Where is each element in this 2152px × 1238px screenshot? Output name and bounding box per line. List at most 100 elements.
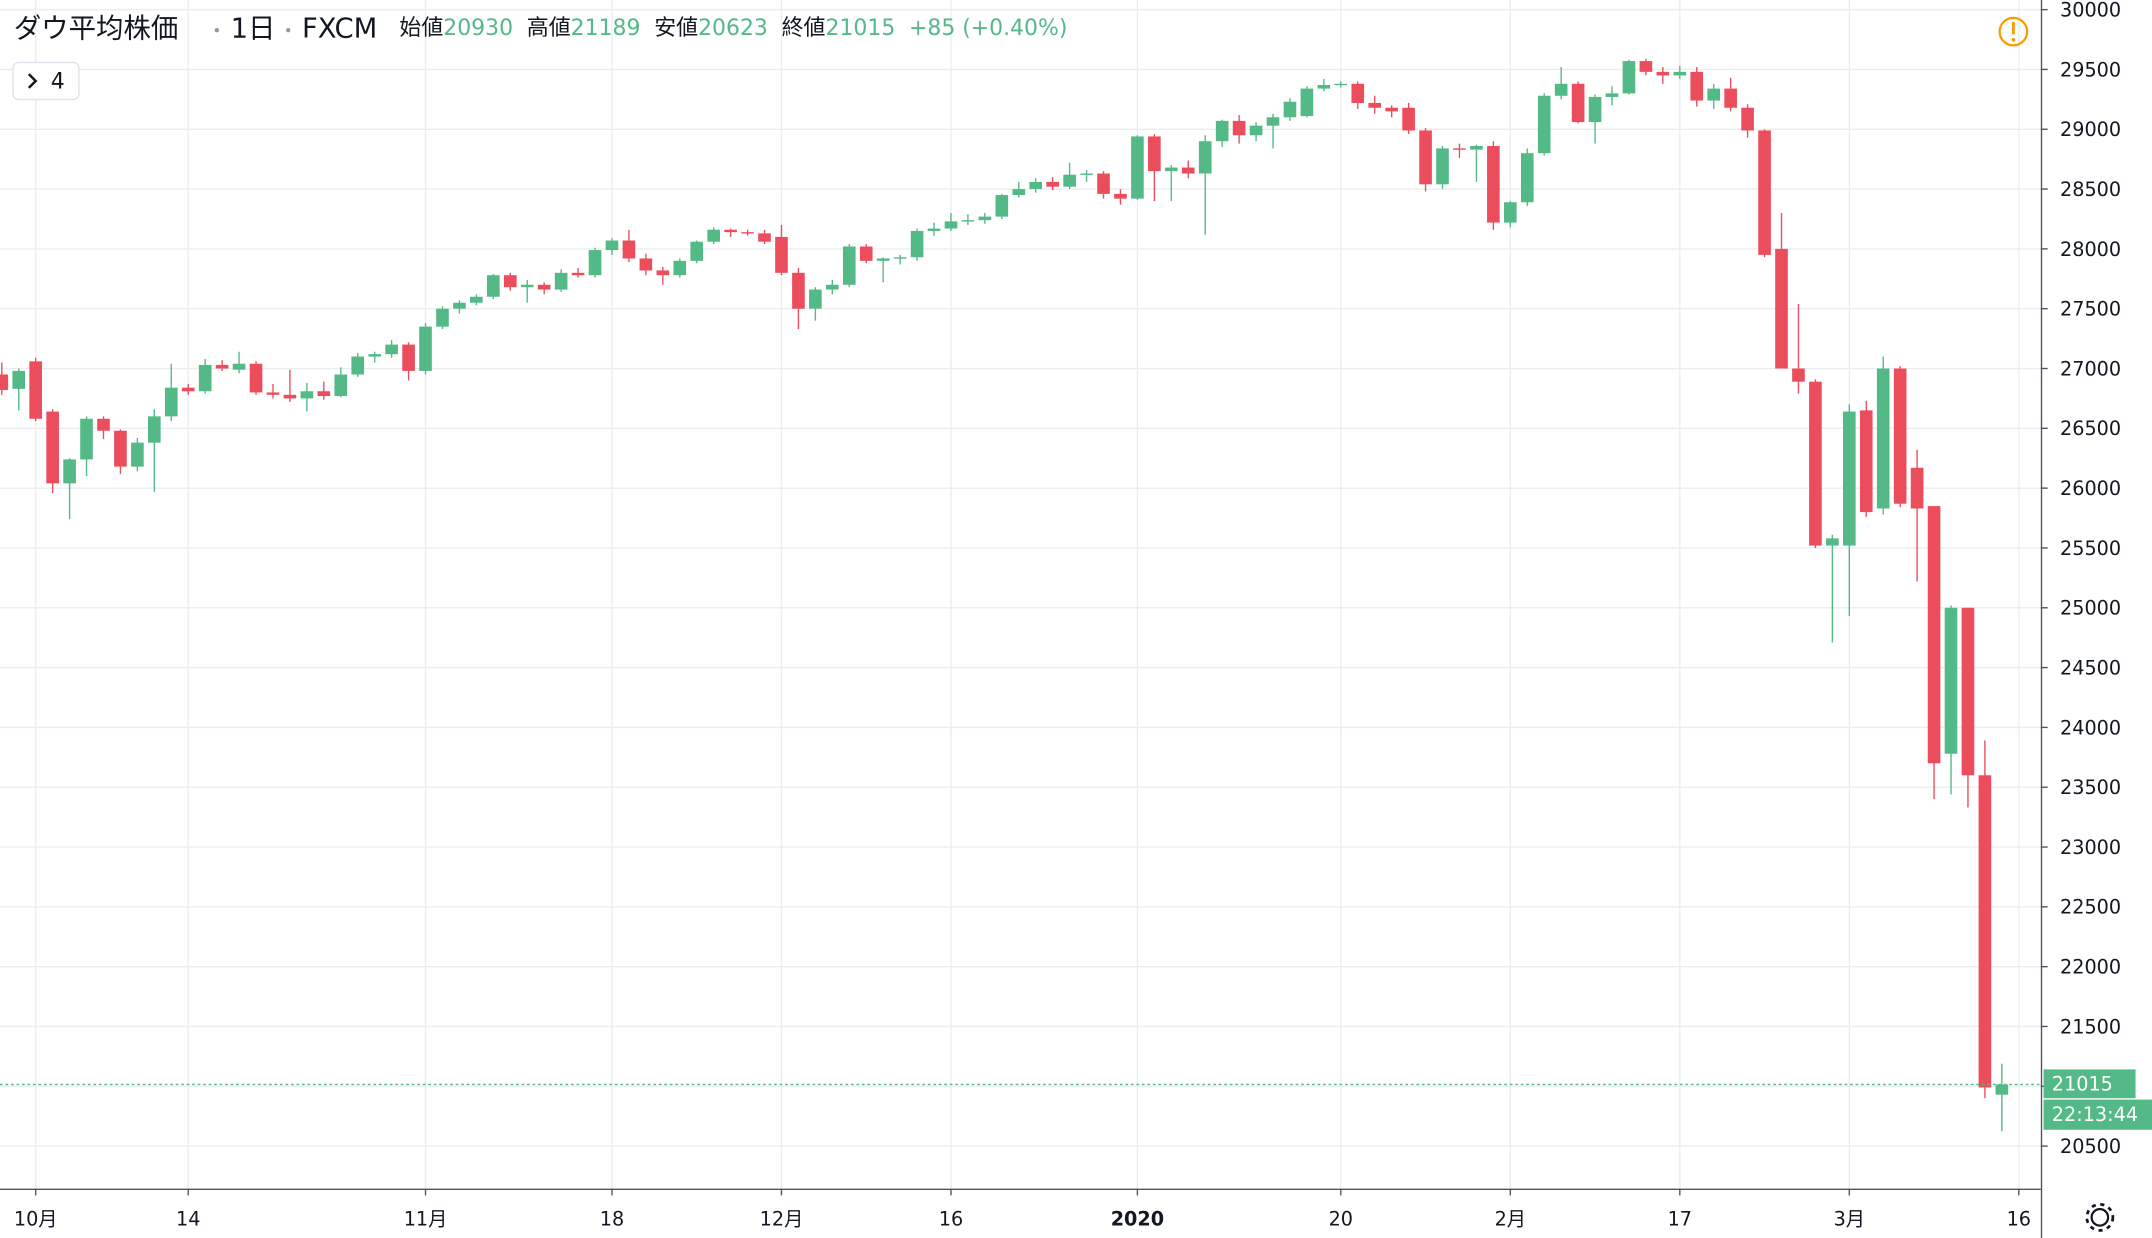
close-label: 終値: [782, 16, 826, 41]
candle-body: [1080, 173, 1093, 175]
countdown-label: 22:13:44: [2052, 1103, 2138, 1126]
y-tick-label: 21500: [2060, 1015, 2121, 1038]
candle-body: [1232, 120, 1246, 136]
candle-body: [215, 364, 229, 369]
candle-body: [1571, 83, 1585, 123]
candle-body: [995, 195, 1009, 217]
y-tick-label: 23500: [2060, 776, 2121, 799]
gear-ring[interactable]: [2090, 1208, 2110, 1227]
y-tick-label: 23000: [2060, 836, 2121, 859]
candle-body: [1266, 117, 1280, 126]
candle-body: [164, 387, 178, 417]
candle-body: [1385, 107, 1398, 112]
candle-body: [1758, 130, 1771, 255]
change: +85: [909, 16, 955, 41]
symbol-title: ダウ平均株価: [14, 14, 179, 45]
candle-body: [12, 370, 26, 389]
candle-body: [97, 418, 110, 431]
candle-body: [1368, 102, 1382, 108]
warning-icon[interactable]: [1998, 16, 2029, 47]
candle-body: [1317, 84, 1331, 89]
candle-body: [707, 229, 720, 242]
candle-body: [249, 363, 263, 393]
x-tick-label: 11月: [404, 1208, 448, 1231]
candle-body: [1165, 167, 1178, 172]
y-tick-label: 25000: [2060, 597, 2121, 620]
candle-body: [1927, 506, 1941, 764]
x-tick-label: 18: [600, 1208, 624, 1231]
candle-body: [148, 416, 161, 443]
high-label: 高値: [527, 16, 571, 41]
candle-body: [944, 221, 958, 229]
candle-body: [1859, 410, 1873, 513]
candle-body: [266, 392, 280, 395]
y-tick-label: 25500: [2060, 537, 2121, 560]
interval: 1日: [231, 14, 276, 45]
candle-body: [571, 272, 585, 276]
candle-body: [1995, 1084, 2009, 1095]
low-value: 20623: [698, 16, 768, 41]
candle-body: [1114, 193, 1127, 199]
candle-body: [842, 246, 856, 285]
candle-body: [1283, 101, 1297, 118]
candle-body: [1436, 148, 1449, 185]
last-price-label: 21015: [2052, 1073, 2113, 1096]
candle-body: [1351, 83, 1365, 103]
candle-body: [656, 270, 670, 276]
candle-body: [1012, 189, 1026, 196]
candle-body: [436, 308, 449, 327]
candle-body: [1046, 181, 1059, 187]
candle-body: [1605, 93, 1619, 97]
y-tick-label: 27000: [2060, 357, 2121, 380]
candle-body: [1639, 61, 1653, 72]
separator: [214, 28, 220, 33]
candle-body: [1792, 368, 1805, 382]
candle-body: [487, 275, 500, 297]
candle-body: [198, 364, 212, 392]
candle-body: [1673, 71, 1687, 76]
y-tick-label: 26000: [2060, 477, 2121, 500]
indicators-toggle[interactable]: 4: [12, 61, 80, 101]
toggle-button[interactable]: [12, 61, 80, 101]
candle-body: [1131, 136, 1144, 199]
candle-body: [1148, 136, 1161, 172]
candle-body: [283, 394, 297, 399]
candle-body: [114, 430, 127, 467]
candle-body: [673, 260, 687, 276]
candle-body: [29, 361, 42, 419]
candle-body: [1470, 146, 1483, 150]
candle-body: [0, 374, 9, 391]
candle-body: [1656, 71, 1670, 76]
candle-body: [859, 246, 873, 261]
warning-circle[interactable]: [1998, 16, 2029, 47]
candles: [0, 58, 2041, 1132]
open-value: 20930: [443, 16, 513, 41]
candle-body: [1402, 107, 1415, 131]
x-tick-label: 3月: [1834, 1208, 1865, 1231]
candle-body: [80, 418, 93, 460]
y-tick-label: 22000: [2060, 956, 2121, 979]
candle-body: [775, 236, 788, 273]
candle-body: [1588, 96, 1602, 123]
candle-body: [1944, 607, 1958, 754]
y-tick-label: 29500: [2060, 58, 2121, 81]
indicators-count: 4: [51, 69, 65, 94]
countdown-box: [2043, 1099, 2152, 1130]
source: FXCM: [302, 14, 377, 45]
candle-body: [300, 391, 314, 399]
x-tick-label: 16: [939, 1208, 963, 1231]
candle-body: [537, 284, 551, 290]
candle-body: [1826, 538, 1839, 546]
candle-body: [368, 354, 381, 357]
settings-icon[interactable]: [2085, 1202, 2115, 1232]
candle-body: [927, 228, 941, 231]
candle-body: [1554, 83, 1568, 96]
candle-body: [741, 232, 754, 234]
candle-body: [1775, 248, 1788, 369]
x-tick-label: 12月: [760, 1208, 804, 1231]
candle-body: [1707, 88, 1721, 101]
x-tick-label: 17: [1668, 1208, 1692, 1231]
candle-body: [605, 240, 619, 251]
